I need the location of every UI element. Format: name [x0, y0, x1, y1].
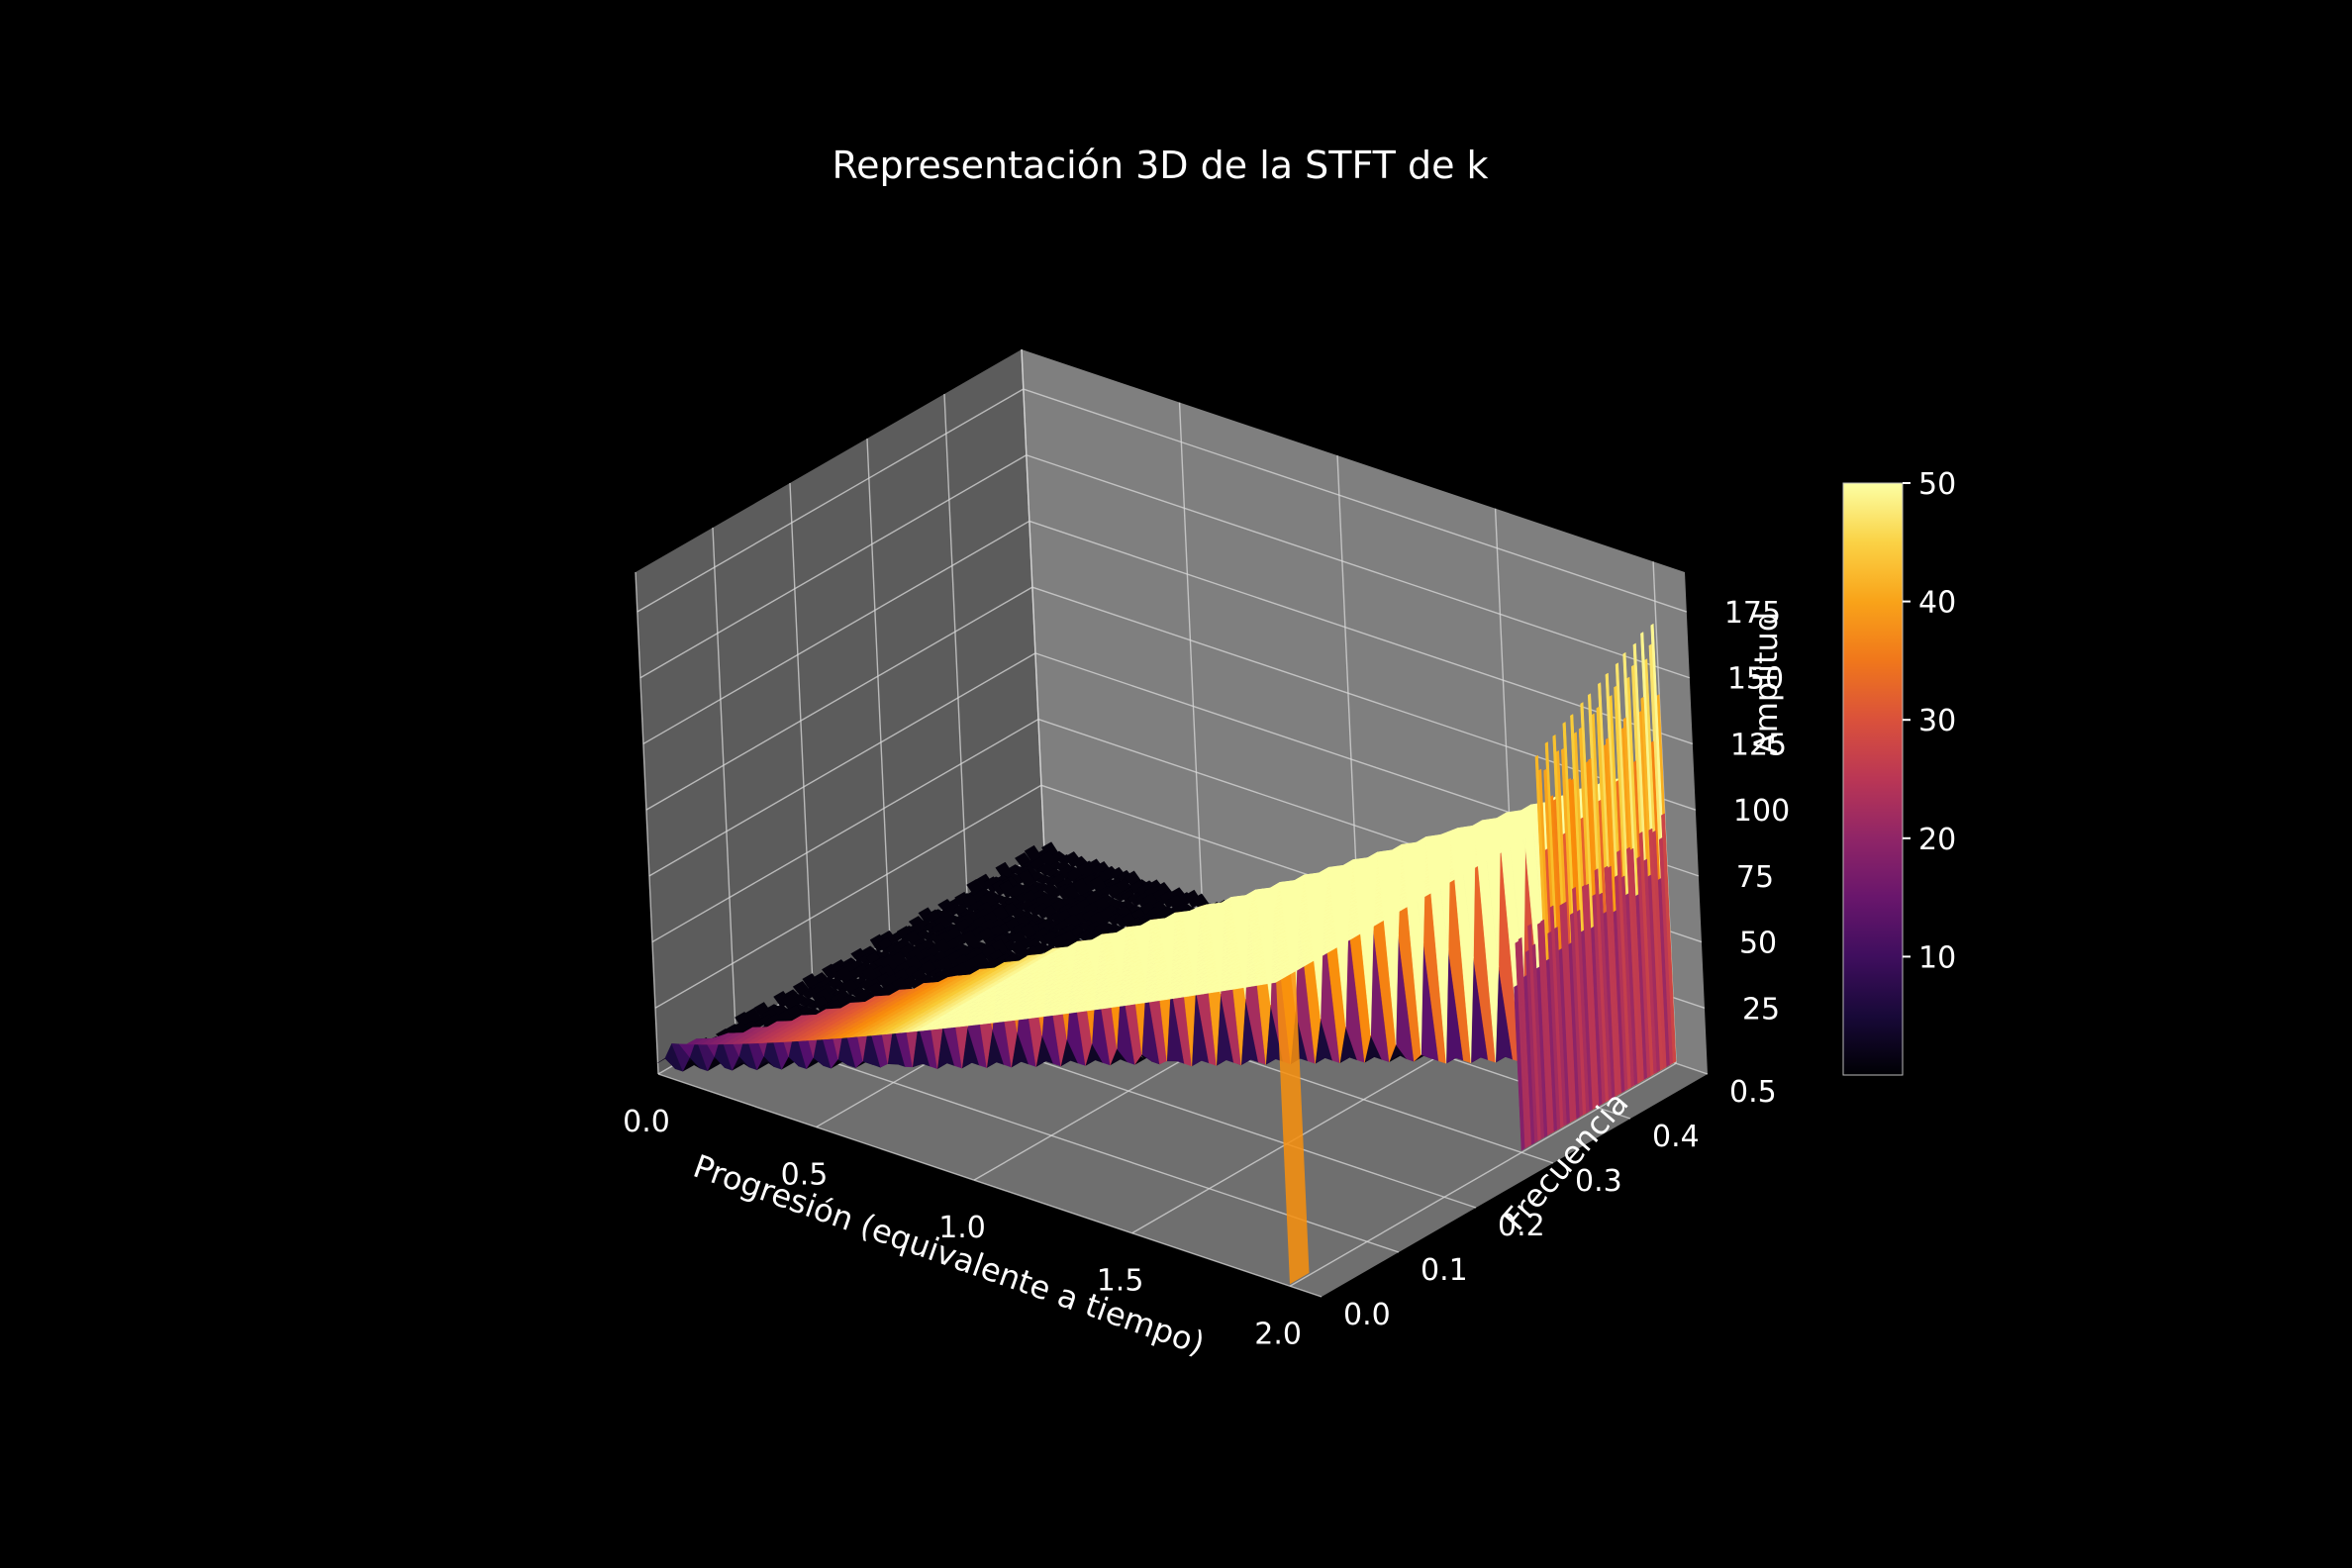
axes-ticks: 0.0 0.5 1.0 1.5 2.0 0.0 0.1 0.2 0.3 0.4 0.5 25 50 75 1…: [623, 596, 1790, 1351]
y-tick-label: 0.2: [1498, 1209, 1545, 1243]
x-tick-label: 0.0: [623, 1105, 670, 1139]
y-tick-label: 0.0: [1343, 1298, 1391, 1332]
chart-title: Representación 3D de la STFT de k: [832, 144, 1488, 187]
z-tick-label: 125: [1730, 728, 1787, 762]
grid-line: [712, 527, 736, 1030]
grid-line: [789, 482, 814, 986]
mid-ridge-patch: [1514, 984, 1525, 1151]
grid-line: [635, 571, 659, 1075]
z-tick-label: 175: [1724, 596, 1781, 631]
grid-line: [648, 652, 1036, 877]
grid-line: [642, 520, 1030, 745]
colorbar-gradient: [1842, 482, 1904, 1076]
z-axis-label: Amplitud: [1747, 612, 1785, 754]
x-tick-label: 2.0: [1254, 1317, 1302, 1351]
y-tick-label: 0.4: [1652, 1120, 1700, 1154]
colorbar-tick-label: 10: [1918, 940, 1956, 975]
z-tick-label: 150: [1727, 662, 1784, 697]
colorbar-tick-label: 20: [1918, 823, 1956, 857]
grid-line: [657, 1073, 1323, 1298]
grid-line: [1289, 1062, 1677, 1287]
z-tick-label: 75: [1736, 860, 1774, 895]
grid-line: [637, 388, 1025, 613]
grid-line: [654, 784, 1042, 1009]
x-tick-label: 0.5: [781, 1158, 829, 1193]
grid-line: [1021, 348, 1045, 852]
surface-patch: [1268, 976, 1287, 984]
grid-line: [1023, 388, 1688, 613]
grid-line: [1178, 402, 1204, 905]
x-tick-label: 1.5: [1097, 1264, 1144, 1299]
grid-line: [639, 454, 1028, 679]
colorbar-tick-label: 50: [1918, 467, 1956, 502]
grid-line: [943, 393, 968, 897]
surface-plot: [657, 623, 1677, 1285]
y-tick-label: 0.1: [1421, 1253, 1468, 1288]
y-tick-label: 0.3: [1575, 1164, 1622, 1199]
z-tick-label: 25: [1742, 992, 1780, 1027]
colorbar-tick-label: 30: [1918, 704, 1956, 738]
grid-line: [645, 586, 1033, 811]
z-tick-label: 50: [1739, 927, 1777, 961]
grid-line: [651, 718, 1039, 943]
chirp-front-face: [1276, 971, 1310, 1285]
grid-line: [1026, 454, 1691, 679]
grid-line: [866, 438, 891, 941]
colorbar: 10 20 30 40 50: [1842, 467, 1956, 1076]
x-tick-label: 1.0: [938, 1211, 986, 1245]
y-tick-label: 0.5: [1729, 1075, 1777, 1110]
z-tick-label: 100: [1733, 794, 1790, 829]
colorbar-tick-label: 40: [1918, 586, 1956, 621]
